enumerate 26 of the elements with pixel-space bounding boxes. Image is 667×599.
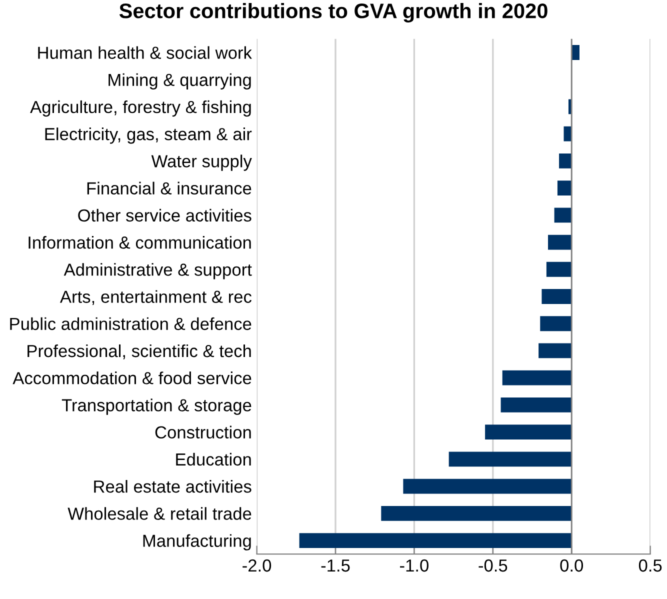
x-tick-label: -1.0 xyxy=(400,559,428,572)
y-tick-label: Administrative & support xyxy=(64,263,252,280)
x-tick-label: -0.5 xyxy=(478,559,508,572)
x-tick-label: -1.5 xyxy=(321,560,350,572)
y-tick-label: Manufacturing xyxy=(143,534,251,550)
x-tick-label: 0.5 xyxy=(638,559,662,572)
y-tick-label: Mining & quarrying xyxy=(108,73,251,90)
chart-title: Sector contributions to GVA growth in 2020 xyxy=(119,2,548,23)
y-tick-label: Financial & insurance xyxy=(87,182,252,195)
y-tick-label: Electricity, gas, steam & air xyxy=(45,128,252,144)
y-tick-label: Transportation & storage xyxy=(62,398,252,415)
y-tick-label: Information & communication xyxy=(28,236,251,249)
y-tick-label: Wholesale & retail trade xyxy=(68,507,252,520)
y-tick-label: Construction xyxy=(155,426,251,439)
y-tick-label: Education xyxy=(176,452,251,466)
y-tick-label: Public administration & defence xyxy=(10,317,252,330)
y-tick-label: Agriculture, forestry & fishing xyxy=(30,100,251,117)
y-tick-label: Professional, scientific & tech xyxy=(28,344,251,360)
y-tick-label: Real estate activities xyxy=(94,480,252,493)
y-tick-label: Accommodation & food service xyxy=(12,372,252,384)
x-tick-label: -2.0 xyxy=(242,559,272,572)
y-tick-label: Water supply xyxy=(151,154,252,171)
x-tick-label: 0.0 xyxy=(560,559,584,572)
y-tick-label: Other service activities xyxy=(78,208,252,222)
y-tick-label: Human health & social work xyxy=(38,46,252,59)
y-tick-label: Arts, entertainment & rec xyxy=(60,290,252,306)
